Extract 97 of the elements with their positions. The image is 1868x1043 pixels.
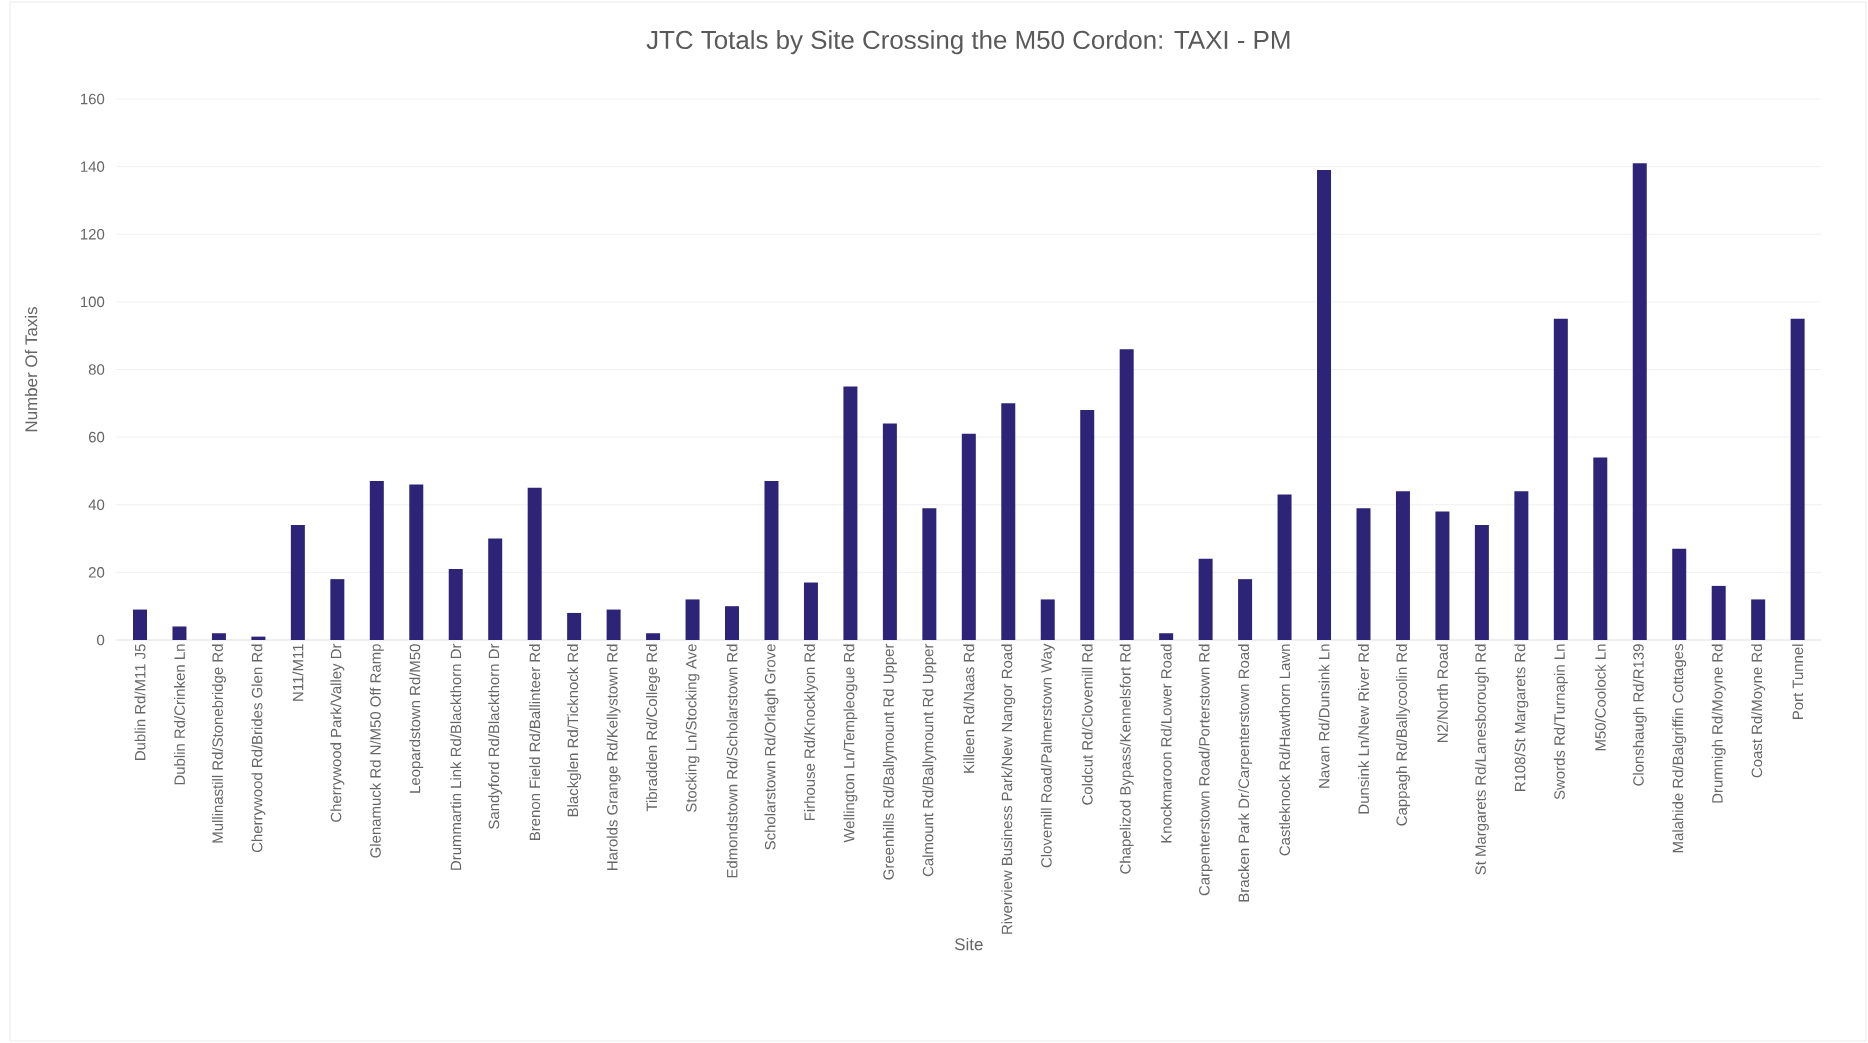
- x-tick-label: Dunsink Ln/New River Rd: [1358, 644, 1369, 814]
- bar: [330, 579, 345, 640]
- x-tick-label: St Margarets Rd/Lanesborough Rd: [1474, 644, 1489, 875]
- x-tick-label: Carpenterstown Road/Porterstown Rd: [1198, 644, 1213, 896]
- x-tick-label: Coldcut Rd/Clovemill Rd: [1081, 644, 1093, 805]
- bar: [1593, 457, 1608, 640]
- x-tick-label: Killeen Rd/Naas Rd: [963, 644, 975, 773]
- x-tick-label: Edmondstown Rd/Scholarstown Rd: [726, 644, 738, 878]
- x-tick-label: Cherrywood Park/Valley Dr: [330, 643, 345, 822]
- x-tick-label: Stocking Ln/Stocking Ave: [685, 644, 700, 813]
- bar: [1395, 491, 1410, 640]
- bar: [448, 568, 463, 640]
- x-tick-label: Swords Rd/Turnapin Ln: [1553, 644, 1568, 800]
- x-tick-label: Clovemill Road/Palmerstown Way: [1040, 643, 1055, 868]
- x-tick-label: Blackglen Rd/Ticknock Rd: [567, 644, 582, 817]
- x-tick-label: Mullinastill Rd/Stonebridge Rd: [211, 644, 226, 843]
- bar: [1040, 599, 1055, 640]
- x-tick-label: Clonshaugh Rd/R139: [1632, 644, 1647, 786]
- y-tick-label: 0: [97, 634, 105, 646]
- x-tick-label: Dublin Rd/Crinken Ln: [173, 644, 185, 785]
- x-tick-label: Port Tunnel: [1792, 644, 1804, 719]
- x-tick-label: Dublin Rd/M11 J5: [134, 644, 146, 760]
- bar: [1119, 349, 1134, 640]
- x-tick-label: Drummartin Link Rd/Blackthorn Dr: [450, 643, 462, 870]
- y-tick-label: 120: [81, 228, 105, 240]
- bar: [211, 633, 226, 640]
- x-tick-label: Riverview Business Park/New Nangor Road: [1001, 644, 1016, 934]
- x-tick-label: Knockmaroon Rd/Lower Road: [1160, 644, 1172, 843]
- x-tick-label: Glenamuck Rd N/M50 Off Ramp: [369, 644, 384, 858]
- bar: [882, 423, 897, 640]
- bar: [1672, 548, 1687, 640]
- x-tick-label: Harolds Grange Rd/Kellystown Rd: [606, 644, 621, 870]
- bar: [961, 433, 976, 640]
- x-tick-label: Scholarstown Rd/Orlagh Grove: [764, 644, 779, 850]
- bar: [803, 582, 818, 640]
- bar: [685, 599, 700, 640]
- y-tick-label: 60: [88, 431, 105, 443]
- bar: [567, 612, 582, 640]
- chart-title: JTC Totals by Site Crossing the M50 Cordon: TAXI - PM: [646, 30, 1290, 55]
- x-tick-label: N11/M11: [292, 644, 304, 701]
- x-tick-label: Brenon Field Rd/Ballinteer Rd: [529, 644, 541, 840]
- x-tick-label: Coast Rd/Moyne Rd: [1751, 644, 1766, 778]
- bar: [1711, 585, 1726, 640]
- x-tick-label: Cherrywood Rd/Brides Glen Rd: [251, 644, 266, 853]
- bar: [764, 481, 779, 640]
- bar: [1553, 318, 1568, 640]
- bar: [409, 484, 424, 640]
- x-tick-label: Castleknock Rd/Hawthorn Lawn: [1279, 644, 1291, 856]
- bar: [1435, 511, 1450, 640]
- x-tick-label: Greenhills Rd/Ballymount Rd Upper: [882, 643, 897, 880]
- x-tick-label: N2/North Road: [1436, 644, 1448, 742]
- bar: [1080, 410, 1095, 640]
- y-tick-label: 80: [88, 364, 105, 375]
- bar: [369, 481, 384, 640]
- x-tick-label: Calmount Rd/Ballymount Rd Upper: [922, 643, 937, 877]
- x-tick-label: Firhouse Rd/Knocklyon Rd: [803, 644, 818, 821]
- x-tick-label: Tibradden Rd/College Rd: [646, 644, 661, 812]
- x-tick-label: Malahide Rd/Balgriffin Cottages: [1672, 644, 1687, 853]
- x-tick-label: Sandyford Rd/Blackthorn Dr: [488, 643, 503, 829]
- bar: [172, 626, 187, 640]
- bar: [646, 633, 661, 640]
- y-axis-title: Number Of Taxis: [24, 307, 38, 432]
- bar: [1474, 525, 1489, 640]
- x-tick-label: Navan Rd/Dunsink Ln: [1318, 644, 1330, 788]
- bar: [290, 525, 305, 640]
- x-tick-label: Leopardstown Rd/M50: [409, 644, 424, 793]
- x-tick-label: Bracken Park Dr/Carpenterstown Road: [1238, 644, 1253, 902]
- bar: [1356, 508, 1371, 640]
- bar: [1514, 491, 1529, 640]
- bar: [606, 609, 621, 640]
- y-tick-label: 100: [81, 296, 105, 308]
- x-tick-label: Drumnigh Rd/Moyne Rd: [1711, 644, 1726, 803]
- bar: [133, 609, 147, 640]
- bar: [1317, 170, 1332, 640]
- bar: [1790, 318, 1805, 640]
- x-tick-label: Chapelizod Bypass/Kennelsfort Rd: [1119, 644, 1134, 874]
- bar: [1159, 633, 1174, 640]
- bar: [488, 538, 503, 640]
- bar: [1632, 163, 1647, 640]
- bar: [1198, 558, 1213, 640]
- y-tick-label: 140: [81, 161, 105, 172]
- bar: [725, 606, 740, 640]
- y-tick-label: 20: [88, 567, 105, 578]
- bar: [527, 487, 542, 640]
- bar: [922, 508, 937, 640]
- x-tick-label: M50/Coolock Ln: [1594, 644, 1606, 751]
- x-tick-label: R108/St Margarets Rd: [1514, 644, 1529, 791]
- y-tick-label: 160: [81, 93, 105, 105]
- bar: [1751, 599, 1766, 640]
- bar: [1277, 494, 1292, 640]
- bar: [1238, 579, 1253, 640]
- x-tick-label: Wellington Ln/Templeogue Rd: [843, 644, 858, 843]
- x-axis-title: Site: [954, 937, 983, 951]
- bar: [843, 386, 858, 640]
- x-tick-label: Cappagh Rd/Ballycoolin Rd: [1395, 644, 1410, 826]
- bar: [1001, 403, 1016, 640]
- y-tick-label: 40: [88, 499, 105, 511]
